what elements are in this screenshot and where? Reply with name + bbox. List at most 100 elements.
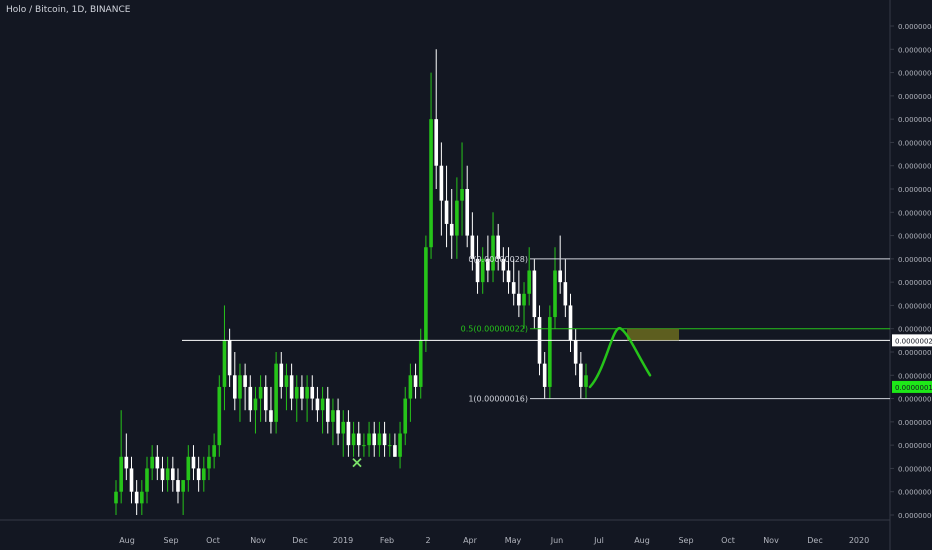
- candle-body: [160, 468, 165, 481]
- time-axis-label: 2019: [333, 536, 353, 545]
- price-axis-label: 0.00000016: [898, 396, 932, 404]
- candle-body: [403, 398, 408, 434]
- candle-body: [573, 340, 578, 364]
- candle-body: [382, 433, 387, 446]
- candle-body: [140, 491, 144, 504]
- candle-body: [486, 258, 490, 271]
- candle-body: [506, 270, 511, 283]
- chart-title: Holo / Bitcoin, 1D, BINANCE: [6, 5, 131, 15]
- candle-body: [351, 433, 356, 446]
- price-axis-label: 0.00000032: [898, 209, 932, 217]
- current-price-label: 0.00000021: [895, 337, 932, 345]
- time-axis-label: Oct: [206, 536, 220, 545]
- candle-body: [501, 258, 506, 271]
- candle-body: [274, 363, 278, 422]
- price-axis-label: 0.00000046: [898, 46, 932, 54]
- time-axis-label: Feb: [380, 536, 394, 545]
- time-axis-label: Aug: [119, 536, 135, 545]
- candle-body: [579, 363, 583, 387]
- candle-body: [346, 421, 351, 446]
- candle-body: [114, 491, 118, 504]
- candle-body: [129, 468, 134, 492]
- projection-curve: [588, 327, 652, 389]
- candle-body: [243, 375, 247, 387]
- candle-body: [300, 386, 304, 399]
- candle-body: [232, 375, 237, 399]
- candle-body: [475, 258, 480, 283]
- candle-body: [491, 235, 495, 271]
- candle-body: [155, 456, 160, 469]
- price-axis-label: 0.00000012: [898, 442, 932, 450]
- candle-body: [393, 445, 397, 457]
- candle-body: [269, 410, 273, 422]
- candle-body: [496, 235, 501, 259]
- price-axis-label: 0.00000010: [898, 465, 932, 473]
- time-axis-label: 2: [425, 536, 430, 545]
- candle-body: [119, 456, 123, 492]
- candle-body: [238, 375, 242, 399]
- candle-body: [444, 200, 449, 224]
- candle-body: [424, 247, 428, 341]
- candle-body: [522, 293, 526, 306]
- candle-body: [284, 375, 289, 387]
- candle-body: [398, 433, 402, 457]
- time-axis-label: Aug: [634, 536, 650, 545]
- time-axis-label: 2020: [849, 536, 869, 545]
- price-axis-label: 0.00000030: [898, 233, 932, 241]
- candle-body: [150, 456, 154, 469]
- target-zone: [627, 328, 679, 341]
- candle-body: [480, 258, 485, 283]
- price-axis-label: 0.00000042: [898, 93, 932, 101]
- candle-body: [310, 386, 315, 399]
- candle-body: [315, 398, 320, 411]
- price-axis-label: 0.00000028: [898, 256, 932, 264]
- candle-body: [176, 480, 180, 492]
- candle-body: [429, 119, 433, 248]
- price-axis-label: 0.00000014: [898, 419, 932, 427]
- time-axis-label: Dec: [807, 536, 822, 545]
- candle-body: [465, 189, 470, 236]
- candle-body: [331, 410, 335, 422]
- time-axis-label: Apr: [463, 536, 478, 545]
- candle-body: [124, 456, 129, 469]
- candle-body: [568, 305, 573, 341]
- candle-body: [253, 398, 258, 411]
- price-axis-label: 0.00000024: [898, 302, 932, 310]
- fib-level-label: 0(0.00000028): [468, 255, 528, 264]
- candle-body: [367, 433, 371, 446]
- candle-body: [289, 375, 294, 399]
- candle-body: [527, 270, 531, 294]
- candle-body: [470, 235, 475, 259]
- candle-body: [563, 282, 568, 306]
- candle-body: [201, 468, 206, 481]
- time-axis-label: Dec: [292, 536, 307, 545]
- candle-body: [418, 340, 423, 387]
- candle-body: [377, 433, 382, 446]
- candle-body: [191, 456, 196, 469]
- price-axis-label: 0.00000008: [898, 489, 932, 497]
- candle-body: [165, 468, 170, 481]
- price-axis-label: 0.00000048: [898, 23, 932, 31]
- candle-body: [212, 445, 216, 457]
- time-axis-label: Sep: [163, 536, 178, 545]
- candle-body: [449, 223, 454, 236]
- candle-body: [341, 421, 346, 434]
- candle-body: [542, 363, 547, 387]
- time-axis-label: Nov: [250, 536, 266, 545]
- candle-body: [387, 445, 392, 447]
- price-axis-label: 0.00000034: [898, 186, 932, 194]
- candle-body: [305, 386, 309, 399]
- candle-body: [134, 491, 139, 504]
- highlight-price-label: 0.00000017: [895, 384, 932, 392]
- candle-body: [320, 398, 325, 411]
- price-axis-label: 0.00000018: [898, 372, 932, 380]
- candle-body: [196, 468, 201, 481]
- candle-body: [294, 386, 299, 399]
- fib-level-label: 0.5(0.00000022): [461, 325, 528, 334]
- candle-body: [408, 375, 413, 399]
- candle-body: [511, 282, 516, 294]
- candle-body: [532, 270, 537, 318]
